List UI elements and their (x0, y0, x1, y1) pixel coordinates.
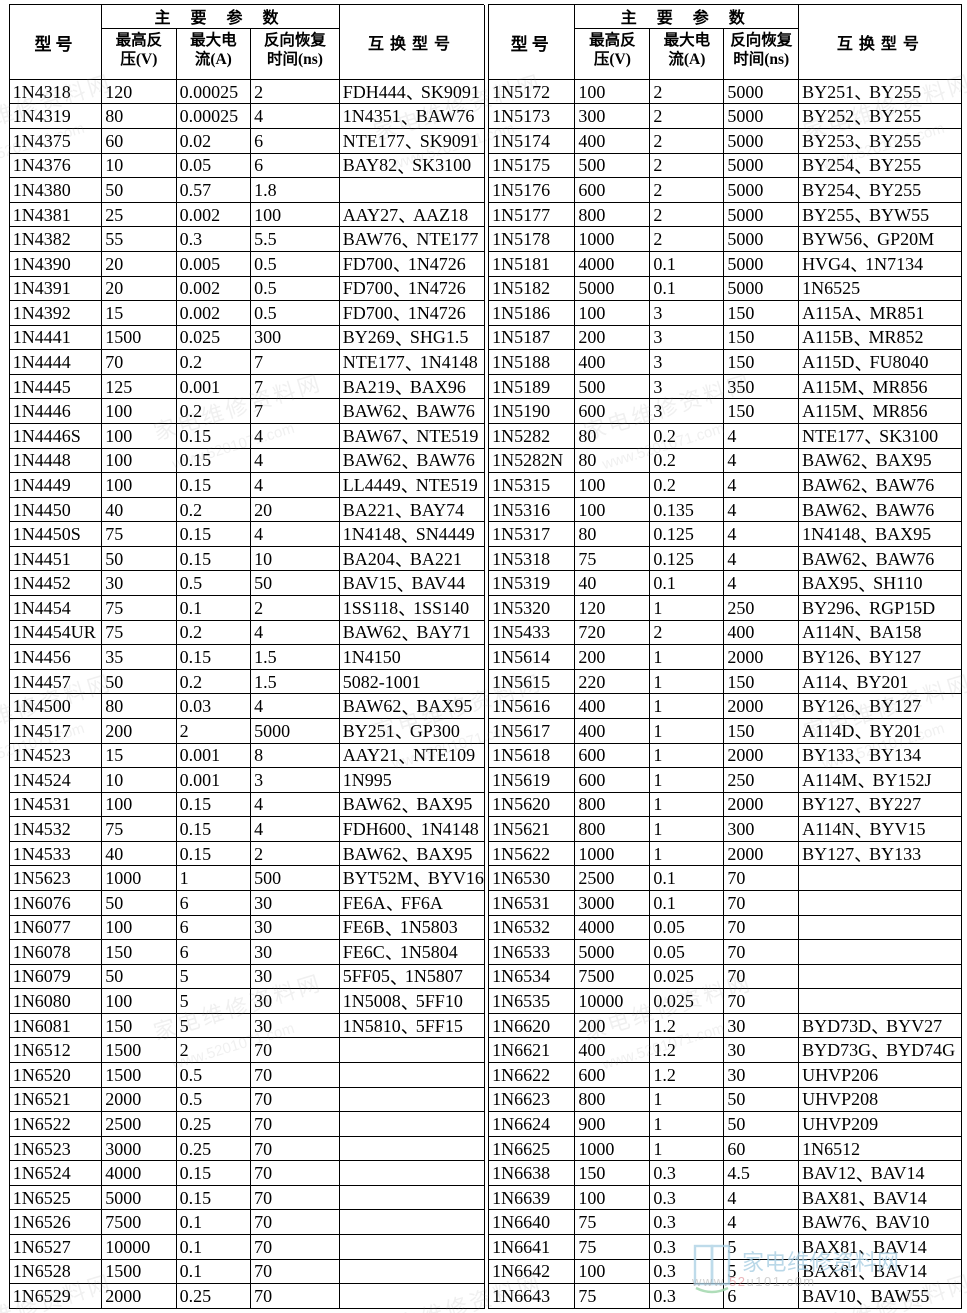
svg-text:家电维修资料网: 家电维修资料网 (742, 1250, 900, 1275)
